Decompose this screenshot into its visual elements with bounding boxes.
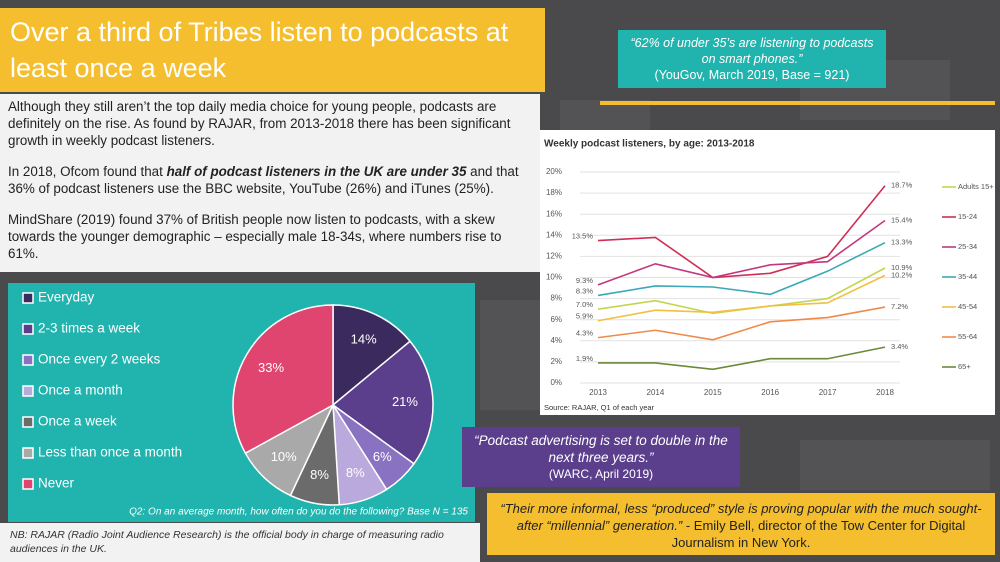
chart-note: Q2: On an average month, how often do yo…	[129, 507, 468, 518]
legend-swatch	[22, 323, 34, 335]
pie-slice	[331, 340, 434, 465]
y-tick-label: 2%	[550, 357, 562, 366]
legend-swatch	[22, 292, 34, 304]
quote-text: “Podcast advertising is set to double in…	[474, 433, 728, 465]
legend-swatch	[22, 478, 34, 490]
x-tick-label: 2018	[876, 388, 894, 397]
pie-panel: 14% 21% 6% 8% 8% 10% 33% Everyday 2-3 times a we…	[8, 283, 475, 522]
legend-label: 2-3 times a week	[38, 321, 140, 336]
intro-text: Although they still aren’t the top daily…	[0, 94, 540, 272]
pie-slice	[332, 304, 412, 407]
y-tick-label: 6%	[550, 315, 562, 324]
legend-label: 35-44	[958, 272, 977, 281]
quote-source: (YouGov, March 2019, Base = 921)	[654, 68, 850, 82]
legend-label: 15-24	[958, 212, 977, 221]
pie-slice	[232, 304, 334, 455]
data-label: 9.3%	[576, 276, 593, 285]
legend-label: Once every 2 weeks	[38, 352, 161, 367]
data-label: 3.4%	[891, 342, 908, 351]
y-tick-label: 4%	[550, 336, 562, 345]
divider	[600, 101, 995, 105]
y-tick-label: 8%	[550, 294, 562, 303]
chart-title: Weekly podcast listeners, by age: 2013-2…	[544, 139, 755, 150]
legend-label: 25-34	[958, 242, 977, 251]
slice-label: 6%	[373, 449, 392, 464]
slice-label: 8%	[310, 467, 329, 482]
data-label: 4.3%	[576, 329, 593, 338]
legend-label: 45-54	[958, 302, 977, 311]
footnote: NB: RAJAR (Radio Joint Audience Research…	[0, 523, 480, 562]
series-line	[597, 219, 886, 286]
series-line	[597, 274, 886, 322]
legend-label: Once a month	[38, 383, 123, 398]
y-tick-label: 14%	[546, 230, 562, 239]
emphasis: half of podcast listeners in the UK are …	[166, 164, 467, 179]
slice-label: 14%	[351, 331, 377, 346]
x-tick-label: 2015	[704, 388, 722, 397]
legend-label: Everyday	[38, 290, 95, 305]
legend-label: 65+	[958, 362, 971, 371]
y-tick-label: 20%	[546, 167, 562, 176]
quote-source: (WARC, April 2019)	[548, 467, 654, 481]
text: and that 36% of podcast listeners use th…	[8, 164, 519, 196]
x-tick-label: 2013	[589, 388, 607, 397]
paragraph: In 2018, Ofcom found that half of podcas…	[8, 163, 532, 197]
legend-swatch	[22, 416, 34, 428]
quote-source: - Emily Bell, director of the Tow Center…	[671, 518, 966, 550]
y-tick-label: 18%	[546, 188, 562, 197]
slice-label: 21%	[392, 394, 418, 409]
legend-swatch	[22, 354, 34, 366]
quote: “Podcast advertising is set to double in…	[462, 427, 740, 487]
y-tick-label: 16%	[546, 209, 562, 218]
text: MindShare (2019) found 37% of British pe…	[8, 212, 502, 261]
slide-title: Over a third of Tribes listen to podcast…	[0, 8, 545, 92]
paragraph: MindShare (2019) found 37% of British pe…	[8, 211, 532, 262]
paragraph: Although they still aren’t the top daily…	[8, 98, 532, 149]
series-line	[597, 241, 886, 297]
data-label: 18.7%	[891, 181, 913, 190]
series-line	[598, 346, 886, 371]
slice-label: 10%	[271, 449, 297, 464]
legend-swatch	[22, 385, 34, 397]
legend-label: Never	[38, 476, 75, 491]
data-label: 13.3%	[891, 238, 913, 247]
slice-label: 8%	[346, 465, 365, 480]
legend-label: 55-64	[958, 332, 977, 341]
y-tick-label: 12%	[546, 252, 562, 261]
data-label: 10.2%	[891, 270, 913, 279]
chart-source: Source: RAJAR, Q1 of each year	[544, 403, 655, 412]
quote-text: “Their more informal, less “produced” st…	[500, 501, 982, 533]
x-tick-label: 2016	[761, 388, 779, 397]
data-label: 13.5%	[572, 232, 594, 241]
series-line	[597, 306, 886, 341]
data-label: 5.9%	[576, 312, 593, 321]
text: Although they still aren’t the top daily…	[8, 99, 511, 148]
slice-label: 33%	[258, 360, 284, 375]
data-label: 8.3%	[576, 286, 593, 295]
quote: “Their more informal, less “produced” st…	[487, 493, 995, 555]
data-label: 10.9%	[891, 263, 913, 272]
legend-label: Once a week	[38, 414, 117, 429]
y-tick-label: 0%	[550, 378, 562, 387]
legend-label: Adults 15+	[958, 182, 994, 191]
data-label: 7.0%	[576, 300, 593, 309]
line-panel: Weekly podcast listeners, by age: 2013-2…	[540, 130, 995, 415]
pie-chart: 14% 21% 6% 8% 8% 10% 33% Everyday 2-3 times a we…	[22, 290, 468, 518]
x-tick-label: 2014	[647, 388, 665, 397]
legend-label: Less than once a month	[38, 445, 182, 460]
line-chart: Weekly podcast listeners, by age: 2013-2…	[544, 139, 994, 412]
data-label: 1.9%	[576, 354, 593, 363]
quote-text: “62% of under 35’s are listening to podc…	[630, 36, 874, 66]
data-label: 15.4%	[891, 216, 913, 225]
text: In 2018, Ofcom found that	[8, 164, 167, 179]
series-line	[597, 185, 886, 279]
legend-swatch	[22, 447, 34, 459]
y-tick-label: 10%	[546, 273, 562, 282]
quote: “62% of under 35’s are listening to podc…	[618, 30, 886, 88]
x-tick-label: 2017	[819, 388, 837, 397]
data-label: 7.2%	[891, 302, 908, 311]
